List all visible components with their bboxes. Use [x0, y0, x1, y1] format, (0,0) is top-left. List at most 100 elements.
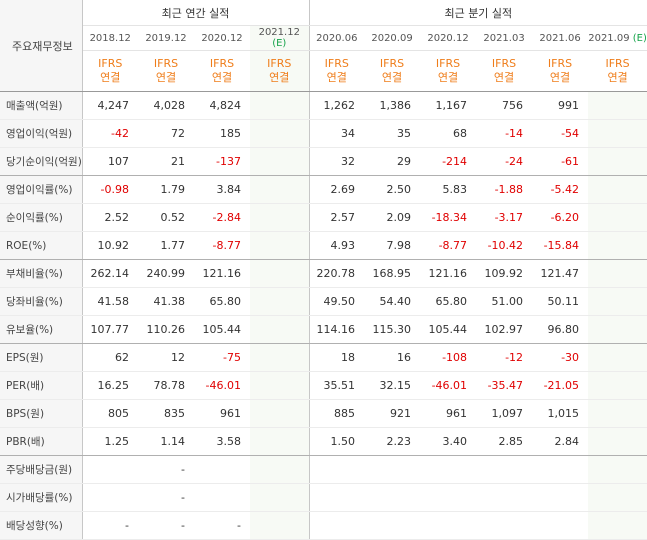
table-cell: 0.52 — [138, 203, 194, 232]
table-cell: -108 — [420, 343, 477, 372]
table-cell: - — [82, 511, 138, 540]
table-cell: 35.51 — [309, 371, 365, 400]
table-row: 부채비율(%) 262.14 240.99 121.16 220.78 168.95 121… — [0, 259, 647, 288]
row-label: ROE(%) — [0, 231, 83, 260]
row-label: 주당배당금(원) — [0, 455, 83, 484]
consolidated-text: 연결 — [381, 71, 403, 84]
table-cell: 4.93 — [309, 231, 365, 260]
table-cell: 921 — [364, 399, 421, 428]
table-cell: 1.79 — [138, 175, 194, 204]
ifrs-consolidated-label: IFRS 연결 — [309, 50, 365, 92]
period-header: 2020.09 — [364, 25, 421, 51]
table-cell: 105.44 — [420, 315, 477, 344]
period-label: 2021.09 — [588, 32, 630, 44]
ifrs-text: IFRS — [435, 57, 461, 70]
table-cell: - — [138, 483, 194, 512]
table-cell: -214 — [420, 147, 477, 176]
table-cell: 29 — [364, 147, 421, 176]
ifrs-text: IFRS — [605, 57, 630, 70]
consolidated-text: 연결 — [493, 71, 515, 84]
table-cell: 54.40 — [364, 287, 421, 316]
period-header: 2021.12 (E) — [250, 25, 310, 51]
table-cell: 107.77 — [82, 315, 138, 344]
table-cell — [588, 175, 647, 204]
ifrs-consolidated-label: IFRS 연결 — [194, 50, 250, 92]
table-cell — [82, 483, 138, 512]
table-cell — [309, 483, 365, 512]
table-cell: -6.20 — [532, 203, 589, 232]
table-cell — [250, 203, 310, 232]
table-cell: 121.16 — [420, 259, 477, 288]
period-header: 2020.12 — [194, 25, 250, 51]
table-cell: -75 — [194, 343, 250, 372]
table-cell: 961 — [194, 399, 250, 428]
table-cell — [250, 455, 310, 484]
ifrs-consolidated-label: IFRS 연결 — [138, 50, 194, 92]
table-cell: 185 — [194, 119, 250, 148]
table-cell — [194, 483, 250, 512]
table-cell — [588, 315, 647, 344]
period-header: 2020.06 — [309, 25, 365, 51]
table-cell: -46.01 — [194, 371, 250, 400]
table-cell — [250, 119, 310, 148]
table-cell: -8.77 — [194, 231, 250, 260]
table-cell: 168.95 — [364, 259, 421, 288]
row-label: 부채비율(%) — [0, 259, 83, 288]
table-cell — [588, 343, 647, 372]
consolidated-text: 연결 — [607, 71, 628, 84]
table-cell — [309, 511, 365, 540]
table-cell — [250, 371, 310, 400]
table-cell: 7.98 — [364, 231, 421, 260]
row-label: 매출액(억원) — [0, 91, 83, 120]
table-cell — [588, 231, 647, 260]
table-row: BPS(원) 805 835 961 885 921 961 1,097 1,015 — [0, 399, 647, 428]
table-cell: 835 — [138, 399, 194, 428]
table-cell: 34 — [309, 119, 365, 148]
table-cell — [588, 455, 647, 484]
ifrs-consolidated-label: IFRS 연결 — [588, 50, 647, 92]
table-cell — [588, 511, 647, 540]
table-cell: 1.77 — [138, 231, 194, 260]
table-cell: 2.23 — [364, 427, 421, 456]
table-cell — [532, 483, 589, 512]
table-cell — [476, 455, 533, 484]
table-cell — [309, 455, 365, 484]
ifrs-text: IFRS — [379, 57, 405, 70]
table-cell: 885 — [309, 399, 365, 428]
table-cell: 50.11 — [532, 287, 589, 316]
table-cell — [250, 259, 310, 288]
table-cell: 1,262 — [309, 91, 365, 120]
table-cell: 961 — [420, 399, 477, 428]
ifrs-text: IFRS — [209, 57, 235, 70]
row-label: 영업이익률(%) — [0, 175, 83, 204]
period-label: 2021.06 — [539, 32, 581, 44]
table-cell: 1.25 — [82, 427, 138, 456]
table-cell: -3.17 — [476, 203, 533, 232]
table-row: 영업이익률(%) -0.98 1.79 3.84 2.69 2.50 5.83 -1.88 -5… — [0, 175, 647, 204]
table-cell: 12 — [138, 343, 194, 372]
table-cell: 32 — [309, 147, 365, 176]
period-label: 2020.06 — [316, 32, 358, 44]
table-cell — [588, 147, 647, 176]
table-cell: 96.80 — [532, 315, 589, 344]
table-cell — [420, 455, 477, 484]
table-cell: 1.14 — [138, 427, 194, 456]
table-cell — [588, 427, 647, 456]
table-cell: -30 — [532, 343, 589, 372]
period-label: 2021.03 — [483, 32, 525, 44]
table-cell — [588, 203, 647, 232]
ifrs-text: IFRS — [267, 57, 292, 70]
table-cell: 21 — [138, 147, 194, 176]
table-cell: 2.52 — [82, 203, 138, 232]
table-cell: -137 — [194, 147, 250, 176]
table-row: 당기순이익(억원) 107 21 -137 32 29 -214 -24 -61 — [0, 147, 647, 176]
ifrs-text: IFRS — [324, 57, 349, 70]
table-cell: 114.16 — [309, 315, 365, 344]
table-row: 매출액(억원) 4,247 4,028 4,824 1,262 1,386 1,167 756… — [0, 91, 647, 120]
table-row: 시가배당률(%) - — [0, 483, 647, 512]
table-cell: 1.50 — [309, 427, 365, 456]
table-cell — [250, 91, 310, 120]
table-row: PER(배) 16.25 78.78 -46.01 35.51 32.15 -46.01 -3… — [0, 371, 647, 400]
table-cell: 10.92 — [82, 231, 138, 260]
table-cell: -0.98 — [82, 175, 138, 204]
